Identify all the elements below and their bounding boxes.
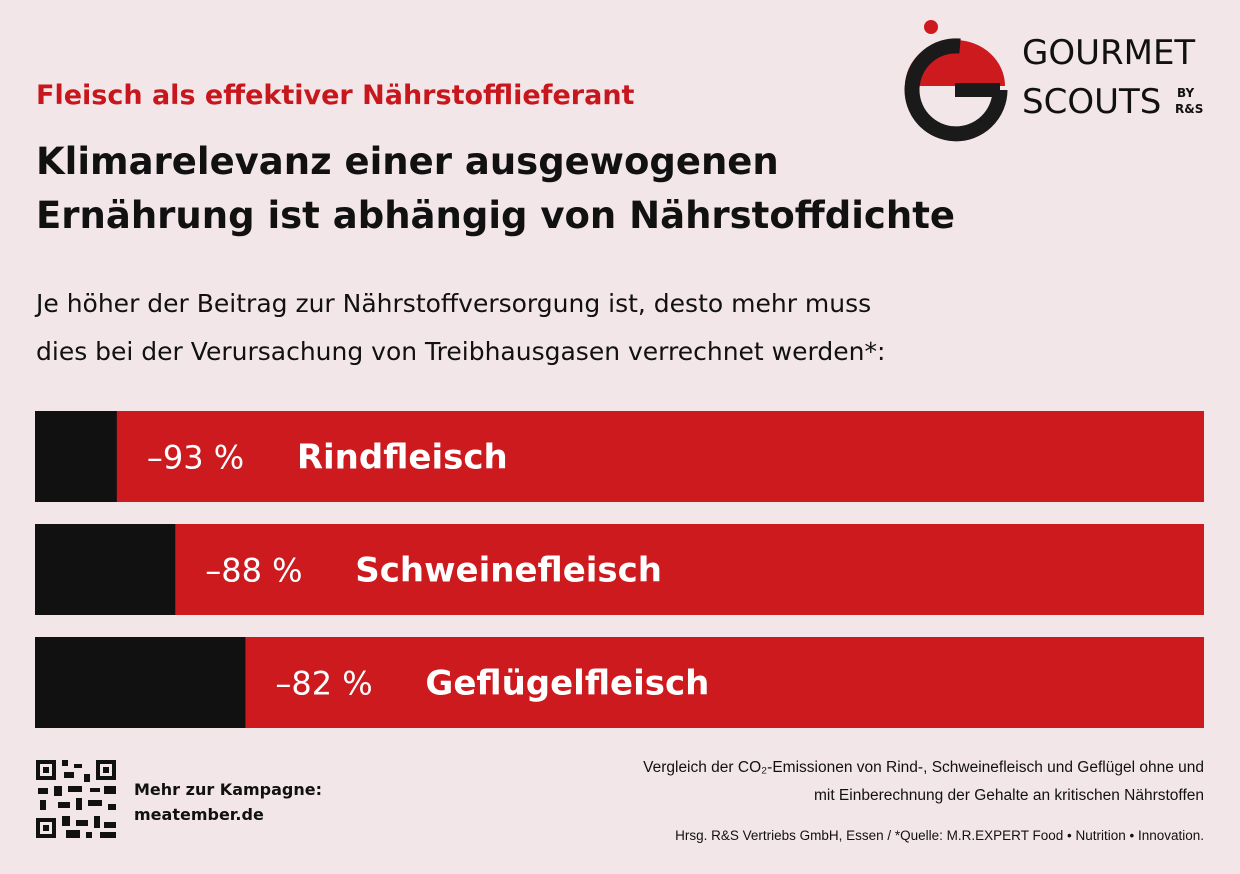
category-label: Rindfleisch xyxy=(297,438,508,478)
qr-label: Mehr zur Kampagne: xyxy=(134,780,322,799)
qr-url: meatember.de xyxy=(134,805,264,824)
logo-text: R&S xyxy=(1175,102,1203,116)
bar xyxy=(245,637,1205,728)
category-label: Geflügelfleisch xyxy=(425,664,709,704)
subtitle: Je höher der Beitrag zur Nährstoffversor… xyxy=(34,289,871,318)
value-label: –88 % xyxy=(205,552,302,590)
logo-text: SCOUTS xyxy=(1022,82,1161,122)
logo-knob xyxy=(924,20,938,34)
value-label: –93 % xyxy=(147,439,244,477)
footnote: mit Einberechnung der Gehalte an kritisc… xyxy=(814,787,1204,804)
value-label: –82 % xyxy=(275,665,372,703)
chart-title: Klimarelevanz einer ausgewogenen xyxy=(36,140,779,183)
source: Hrsg. R&S Vertriebs GmbH, Essen / *Quell… xyxy=(675,828,1204,843)
qr-code xyxy=(36,760,116,838)
logo-g-bar xyxy=(955,83,1000,97)
bar xyxy=(175,524,1204,615)
logo-text: GOURMET xyxy=(1022,33,1195,73)
bar xyxy=(116,411,1205,502)
logo: GOURMET SCOUTS BY R&S xyxy=(904,20,1203,142)
logo-text: BY xyxy=(1177,86,1194,100)
subtitle: dies bei der Verursachung von Treibhausg… xyxy=(36,337,885,366)
category-label: Schweinefleisch xyxy=(355,551,662,591)
kicker: Fleisch als effektiver Nährstofflieferan… xyxy=(36,80,635,111)
logo-g xyxy=(904,38,1008,142)
footnote: Vergleich der CO₂-Emissionen von Rind-, … xyxy=(643,759,1204,776)
chart-title: Ernährung ist abhängig von Nährstoffdich… xyxy=(36,194,955,237)
